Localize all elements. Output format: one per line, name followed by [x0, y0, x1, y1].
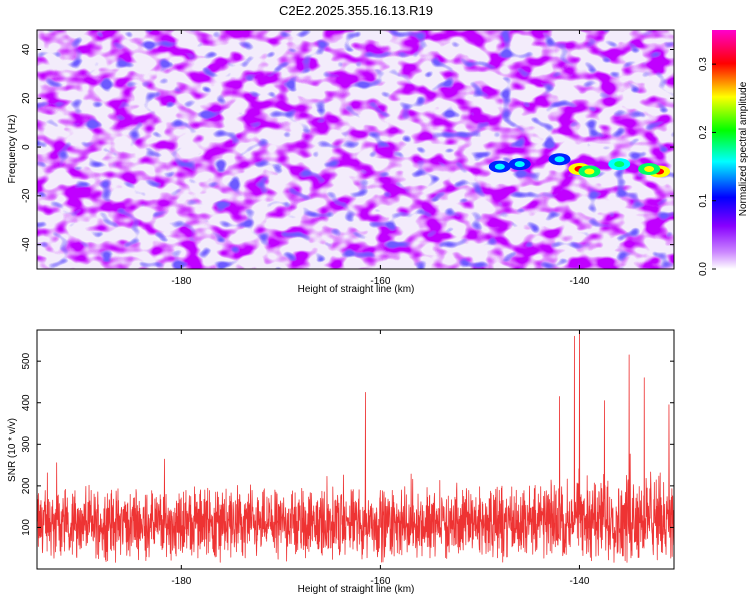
heatmap-hotspot-core [554, 156, 565, 163]
snr-y-tick-label: 100 [21, 519, 32, 536]
colorbar-tick-label: 0.1 [698, 193, 709, 207]
snr-x-ticks: -180 -160 -140 [171, 330, 590, 587]
heatmap-hotspot-core [494, 163, 505, 170]
heatmap-y-ticks: -40 -20 0 20 40 [21, 44, 674, 252]
heatmap-hotspot-core [514, 161, 525, 168]
snr-x-tick-label: -160 [370, 576, 390, 587]
snr-panel: -180 -160 -140 100 200 300 400 500 Height of s… [7, 329, 675, 595]
snr-series-line [37, 330, 674, 563]
heatmap-hotspot-core [644, 166, 655, 173]
colorbar-ticks: 0.0 0.1 0.2 0.3 [698, 57, 716, 276]
heatmap-y-tick-label: 0 [21, 144, 32, 150]
snr-y-tick-label: 400 [21, 394, 32, 411]
snr-y-axis-label: SNR (10 * v/v) [7, 418, 18, 482]
heatmap-hotspot-core [614, 161, 625, 168]
heatmap-x-tick-label: -140 [569, 276, 589, 287]
heatmap-x-tick-label: -180 [171, 276, 191, 287]
heatmap-texture [37, 30, 674, 269]
colorbar: 0.0 0.1 0.2 0.3 Normalized spectral amplitu… [698, 30, 749, 276]
snr-x-tick-label: -180 [171, 576, 191, 587]
heatmap-x-ticks: -180 -160 -140 [171, 30, 590, 287]
colorbar-label: Normalized spectral amplitude [738, 81, 749, 216]
heatmap-y-axis-label: Frequency (Hz) [7, 115, 18, 184]
snr-y-tick-label: 500 [21, 352, 32, 369]
colorbar-tick-label: 0.2 [698, 125, 709, 139]
snr-y-ticks: 100 200 300 400 500 [21, 352, 674, 536]
snr-frame [36, 329, 675, 570]
spectrogram-panel: -180 -160 -140 -40 -20 0 20 40 Height of strai… [7, 29, 675, 295]
heatmap-frame [36, 29, 675, 270]
snr-x-tick-label: -140 [569, 576, 589, 587]
heatmap-y-tick-label: 20 [21, 92, 32, 104]
heatmap-x-axis-label: Height of straight line (km) [298, 284, 415, 295]
heatmap-hotspots [488, 153, 671, 178]
chart-title: C2E2.2025.355.16.13.R19 [279, 3, 433, 18]
heatmap-hotspot-core [584, 168, 595, 175]
colorbar-gradient [712, 30, 736, 269]
colorbar-tick-label: 0.3 [698, 57, 709, 71]
snr-y-tick-label: 300 [21, 436, 32, 453]
heatmap-y-tick-label: -40 [21, 237, 32, 252]
snr-x-axis-label: Height of straight line (km) [298, 584, 415, 595]
colorbar-tick-label: 0.0 [698, 262, 709, 276]
heatmap-y-tick-label: 40 [21, 44, 32, 56]
heatmap-y-tick-label: -20 [21, 188, 32, 203]
snr-y-tick-label: 200 [21, 477, 32, 494]
heatmap-x-tick-label: -160 [370, 276, 390, 287]
